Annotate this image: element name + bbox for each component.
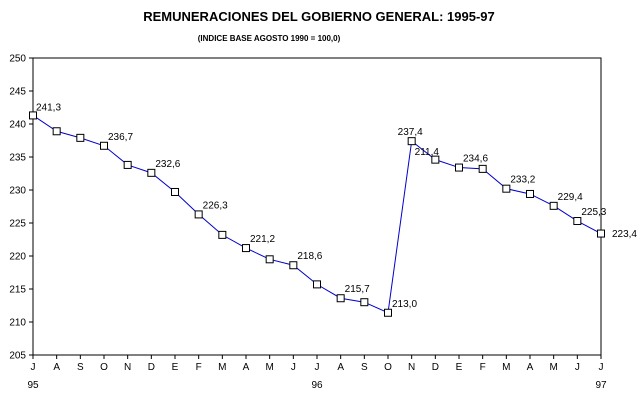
x-tick-label: M bbox=[549, 362, 557, 373]
x-tick-label: A bbox=[337, 362, 344, 373]
data-point bbox=[478, 164, 487, 173]
data-point bbox=[123, 160, 132, 169]
y-tick-label: 220 bbox=[9, 252, 26, 263]
data-point bbox=[384, 308, 392, 317]
y-tick-label: 210 bbox=[9, 318, 26, 329]
data-point bbox=[502, 184, 511, 193]
x-tick-label: J bbox=[291, 362, 296, 373]
data-label: 233,2 bbox=[510, 175, 535, 186]
x-tick-label: M bbox=[265, 362, 273, 373]
y-tick-label: 215 bbox=[9, 285, 26, 296]
data-point bbox=[549, 201, 558, 210]
data-point bbox=[147, 168, 156, 177]
x-axis: J A S O N D E F M A M J J A S O N D E F M A M J J 95 96 97 bbox=[27, 355, 607, 391]
x-tick-label: M bbox=[218, 362, 226, 373]
x-tick-label: E bbox=[172, 362, 179, 373]
data-label: 211,4 bbox=[415, 147, 440, 158]
data-point bbox=[407, 137, 416, 146]
data-point bbox=[100, 141, 108, 150]
x-tick-label: M bbox=[502, 362, 510, 373]
x-tick-label: J bbox=[599, 362, 604, 373]
y-tick-label: 245 bbox=[9, 87, 26, 98]
data-label: 236,7 bbox=[108, 132, 133, 143]
x-year-label: 95 bbox=[27, 380, 39, 391]
y-tick-label: 230 bbox=[9, 186, 26, 197]
x-tick-label: O bbox=[384, 362, 392, 373]
x-tick-label: J bbox=[575, 362, 580, 373]
data-point bbox=[171, 187, 179, 196]
x-tick-label: O bbox=[100, 362, 108, 373]
data-label: 223,4 bbox=[612, 229, 637, 240]
y-tick-label: 235 bbox=[9, 153, 26, 164]
x-tick-label: A bbox=[243, 362, 250, 373]
data-point bbox=[242, 244, 250, 253]
data-label-layer: 241,3 236,7 232,6 226,3 221,2 218,6 215,7 213,0… bbox=[36, 102, 637, 309]
data-point bbox=[289, 261, 298, 270]
data-point bbox=[431, 155, 440, 164]
data-point bbox=[360, 298, 369, 307]
data-label: 215,7 bbox=[345, 284, 370, 295]
data-point bbox=[265, 255, 274, 264]
chart-subtitle: (INDICE BASE AGOSTO 1990 = 100,0) bbox=[198, 34, 341, 43]
data-label: 213,0 bbox=[392, 299, 417, 310]
data-label: 221,2 bbox=[250, 234, 275, 245]
data-point bbox=[455, 163, 463, 172]
x-tick-label: J bbox=[315, 362, 320, 373]
x-tick-label: N bbox=[124, 362, 131, 373]
x-tick-label: N bbox=[408, 362, 415, 373]
x-year-label: 96 bbox=[311, 380, 323, 391]
series-layer bbox=[29, 111, 605, 317]
x-tick-label: J bbox=[31, 362, 36, 373]
data-point bbox=[194, 210, 203, 219]
plot-area bbox=[32, 57, 602, 356]
y-tick-label: 250 bbox=[9, 54, 26, 65]
data-point bbox=[218, 230, 227, 239]
x-tick-label: F bbox=[196, 362, 202, 373]
data-label: 226,3 bbox=[203, 200, 228, 211]
y-tick-label: 205 bbox=[9, 351, 26, 362]
x-tick-label: D bbox=[148, 362, 155, 373]
data-point bbox=[573, 217, 582, 226]
x-tick-label: A bbox=[527, 362, 534, 373]
data-point bbox=[336, 294, 345, 303]
x-tick-label: D bbox=[432, 362, 439, 373]
x-tick-label: F bbox=[480, 362, 486, 373]
data-label: 237,4 bbox=[398, 127, 423, 138]
data-point bbox=[313, 280, 321, 289]
data-point bbox=[29, 111, 37, 120]
data-point bbox=[597, 229, 605, 238]
x-tick-label: S bbox=[361, 362, 368, 373]
data-point bbox=[52, 127, 61, 136]
y-tick-label: 225 bbox=[9, 219, 26, 230]
data-label: 229,4 bbox=[558, 192, 583, 203]
data-label: 225,3 bbox=[581, 207, 606, 218]
data-label: 234,6 bbox=[463, 154, 488, 165]
data-label: 232,6 bbox=[155, 159, 180, 170]
x-year-label: 97 bbox=[595, 380, 607, 391]
x-tick-label: E bbox=[456, 362, 463, 373]
data-point bbox=[76, 133, 85, 142]
y-tick-label: 240 bbox=[9, 120, 26, 131]
data-label: 218,6 bbox=[297, 251, 322, 262]
y-axis: 205 210 215 220 225 230 235 240 245 250 bbox=[9, 54, 33, 362]
data-point bbox=[526, 189, 534, 198]
data-label: 241,3 bbox=[36, 102, 61, 113]
chart-title: REMUNERACIONES DEL GOBIERNO GENERAL: 199… bbox=[143, 9, 495, 24]
x-tick-label: A bbox=[53, 362, 60, 373]
x-tick-label: S bbox=[77, 362, 84, 373]
